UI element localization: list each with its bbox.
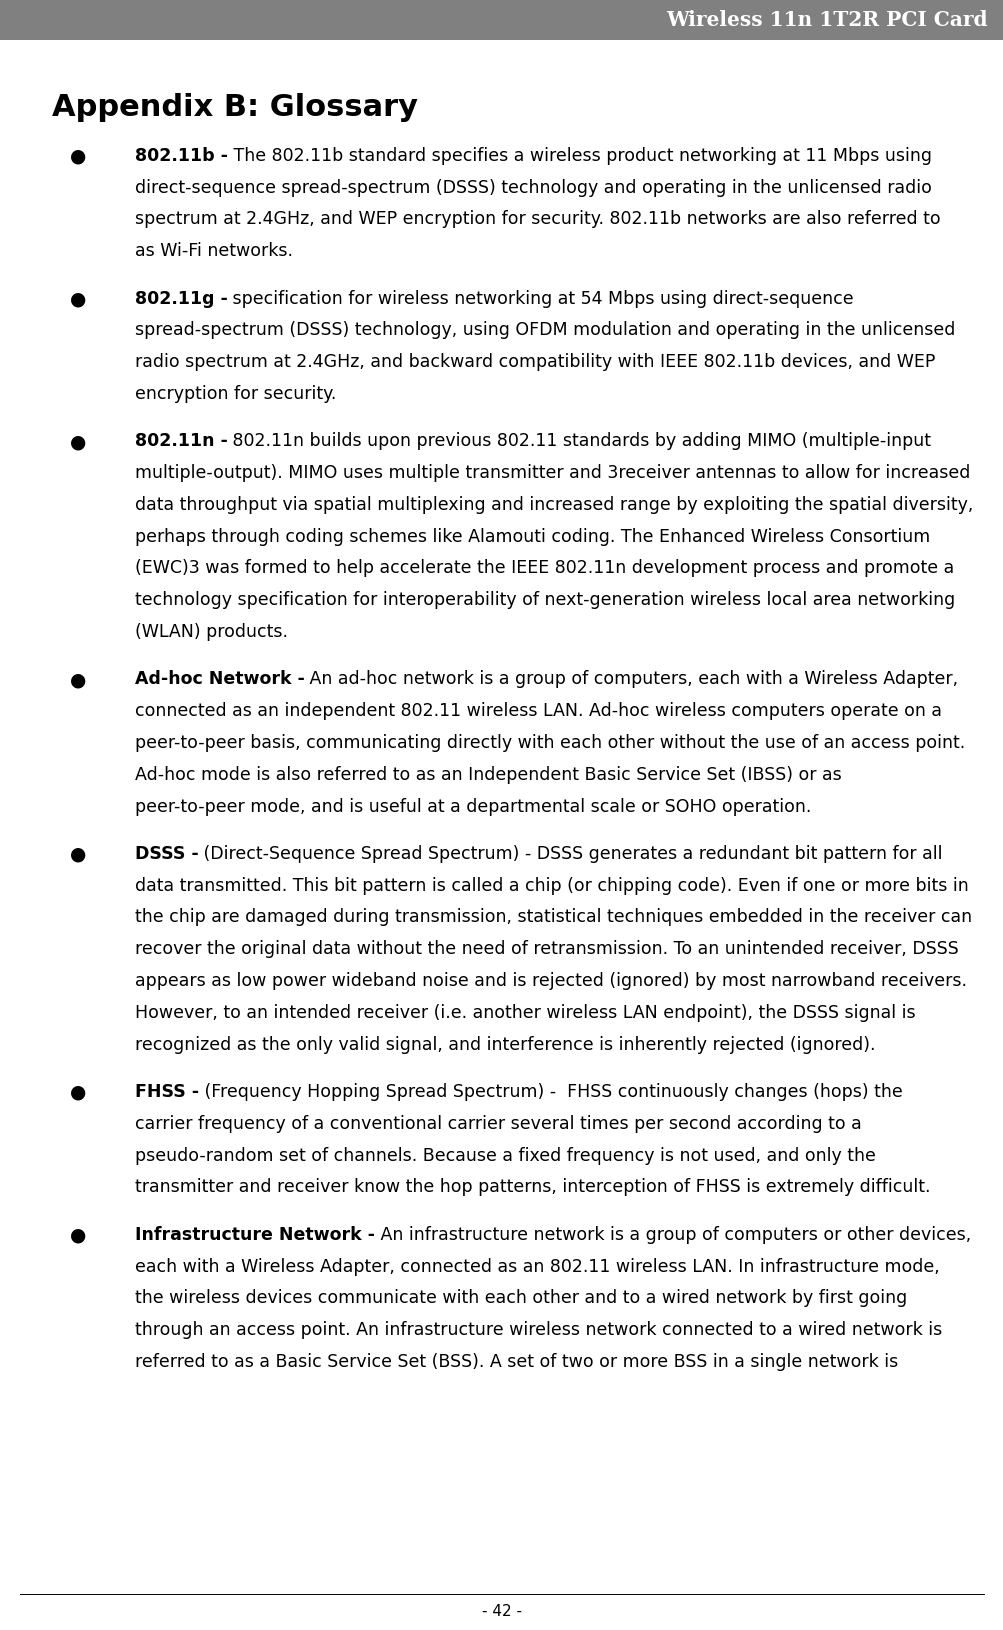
Text: through an access point. An infrastructure wireless network connected to a wired: through an access point. An infrastructu… xyxy=(134,1320,941,1338)
Text: connected as an independent 802.11 wireless LAN. Ad-hoc wireless computers opera: connected as an independent 802.11 wirel… xyxy=(134,701,941,720)
Text: - 42 -: - 42 - xyxy=(481,1602,522,1619)
Text: perhaps through coding schemes like Alamouti coding. The Enhanced Wireless Conso: perhaps through coding schemes like Alam… xyxy=(134,526,929,546)
Text: encryption for security.: encryption for security. xyxy=(134,385,336,403)
Text: DSSS -: DSSS - xyxy=(134,844,198,862)
Text: spectrum at 2.4GHz, and WEP encryption for security. 802.11b networks are also r: spectrum at 2.4GHz, and WEP encryption f… xyxy=(134,210,939,228)
Text: pseudo-random set of channels. Because a fixed frequency is not used, and only t: pseudo-random set of channels. Because a… xyxy=(134,1146,875,1164)
Text: 802.11b -: 802.11b - xyxy=(134,147,228,165)
Text: spread-spectrum (DSSS) technology, using OFDM modulation and operating in the un: spread-spectrum (DSSS) technology, using… xyxy=(134,321,954,339)
Text: ●: ● xyxy=(70,147,86,166)
Text: An ad-hoc network is a group of computers, each with a Wireless Adapter,: An ad-hoc network is a group of computer… xyxy=(304,670,958,688)
Text: carrier frequency of a conventional carrier several times per second according t: carrier frequency of a conventional carr… xyxy=(134,1113,861,1133)
Text: ●: ● xyxy=(70,432,86,452)
Text: The 802.11b standard specifies a wireless product networking at 11 Mbps using: The 802.11b standard specifies a wireles… xyxy=(228,147,931,165)
Text: ●: ● xyxy=(70,1082,86,1102)
Text: peer-to-peer mode, and is useful at a departmental scale or SOHO operation.: peer-to-peer mode, and is useful at a de… xyxy=(134,797,810,815)
Text: referred to as a Basic Service Set (BSS). A set of two or more BSS in a single n: referred to as a Basic Service Set (BSS)… xyxy=(134,1351,897,1371)
Text: ●: ● xyxy=(70,289,86,308)
Text: Ad-hoc Network -: Ad-hoc Network - xyxy=(134,670,304,688)
Text: data throughput via spatial multiplexing and increased range by exploiting the s: data throughput via spatial multiplexing… xyxy=(134,496,972,513)
Text: each with a Wireless Adapter, connected as an 802.11 wireless LAN. In infrastruc: each with a Wireless Adapter, connected … xyxy=(134,1257,939,1275)
Text: direct-sequence spread-spectrum (DSSS) technology and operating in the unlicense: direct-sequence spread-spectrum (DSSS) t… xyxy=(134,178,931,197)
Text: (Direct-Sequence Spread Spectrum) - DSSS generates a redundant bit pattern for a: (Direct-Sequence Spread Spectrum) - DSSS… xyxy=(198,844,942,862)
Text: peer-to-peer basis, communicating directly with each other without the use of an: peer-to-peer basis, communicating direct… xyxy=(134,734,964,751)
Text: Wireless 11n 1T2R PCI Card: Wireless 11n 1T2R PCI Card xyxy=(666,10,987,31)
Text: An infrastructure network is a group of computers or other devices,: An infrastructure network is a group of … xyxy=(374,1224,970,1244)
Text: specification for wireless networking at 54 Mbps using direct-sequence: specification for wireless networking at… xyxy=(228,289,854,308)
Text: 802.11n builds upon previous 802.11 standards by adding MIMO (multiple-input: 802.11n builds upon previous 802.11 stan… xyxy=(228,432,931,450)
Text: Ad-hoc mode is also referred to as an Independent Basic Service Set (IBSS) or as: Ad-hoc mode is also referred to as an In… xyxy=(134,764,841,784)
Text: the wireless devices communicate with each other and to a wired network by first: the wireless devices communicate with ea… xyxy=(134,1288,906,1307)
Text: (Frequency Hopping Spread Spectrum) -  FHSS continuously changes (hops) the: (Frequency Hopping Spread Spectrum) - FH… xyxy=(199,1082,902,1100)
Text: ●: ● xyxy=(70,670,86,689)
Text: data transmitted. This bit pattern is called a chip (or chipping code). Even if : data transmitted. This bit pattern is ca… xyxy=(134,875,967,895)
Text: (WLAN) products.: (WLAN) products. xyxy=(134,623,287,641)
Text: multiple-output). MIMO uses multiple transmitter and 3receiver antennas to allow: multiple-output). MIMO uses multiple tra… xyxy=(134,463,969,482)
Text: transmitter and receiver know the hop patterns, interception of FHSS is extremel: transmitter and receiver know the hop pa… xyxy=(134,1177,929,1196)
Text: as Wi-Fi networks.: as Wi-Fi networks. xyxy=(134,241,292,261)
Text: appears as low power wideband noise and is rejected (ignored) by most narrowband: appears as low power wideband noise and … xyxy=(134,971,966,989)
Text: 802.11g -: 802.11g - xyxy=(134,289,228,308)
Text: ●: ● xyxy=(70,844,86,864)
Text: FHSS -: FHSS - xyxy=(134,1082,199,1100)
Text: ●: ● xyxy=(70,1224,86,1244)
Text: the chip are damaged during transmission, statistical techniques embedded in the: the chip are damaged during transmission… xyxy=(134,908,971,926)
Text: 802.11n -: 802.11n - xyxy=(134,432,228,450)
Bar xyxy=(0,0,1003,41)
Text: (EWC)3 was formed to help accelerate the IEEE 802.11n development process and pr: (EWC)3 was formed to help accelerate the… xyxy=(134,559,953,577)
Text: However, to an intended receiver (i.e. another wireless LAN endpoint), the DSSS : However, to an intended receiver (i.e. a… xyxy=(134,1002,915,1022)
Text: recover the original data without the need of retransmission. To an unintended r: recover the original data without the ne… xyxy=(134,939,957,958)
Text: Infrastructure Network -: Infrastructure Network - xyxy=(134,1224,374,1244)
Text: recognized as the only valid signal, and interference is inherently rejected (ig: recognized as the only valid signal, and… xyxy=(134,1035,875,1053)
Text: radio spectrum at 2.4GHz, and backward compatibility with IEEE 802.11b devices, : radio spectrum at 2.4GHz, and backward c… xyxy=(134,352,934,372)
Text: technology specification for interoperability of next-generation wireless local : technology specification for interoperab… xyxy=(134,590,954,610)
Text: Appendix B: Glossary: Appendix B: Glossary xyxy=(52,93,418,122)
